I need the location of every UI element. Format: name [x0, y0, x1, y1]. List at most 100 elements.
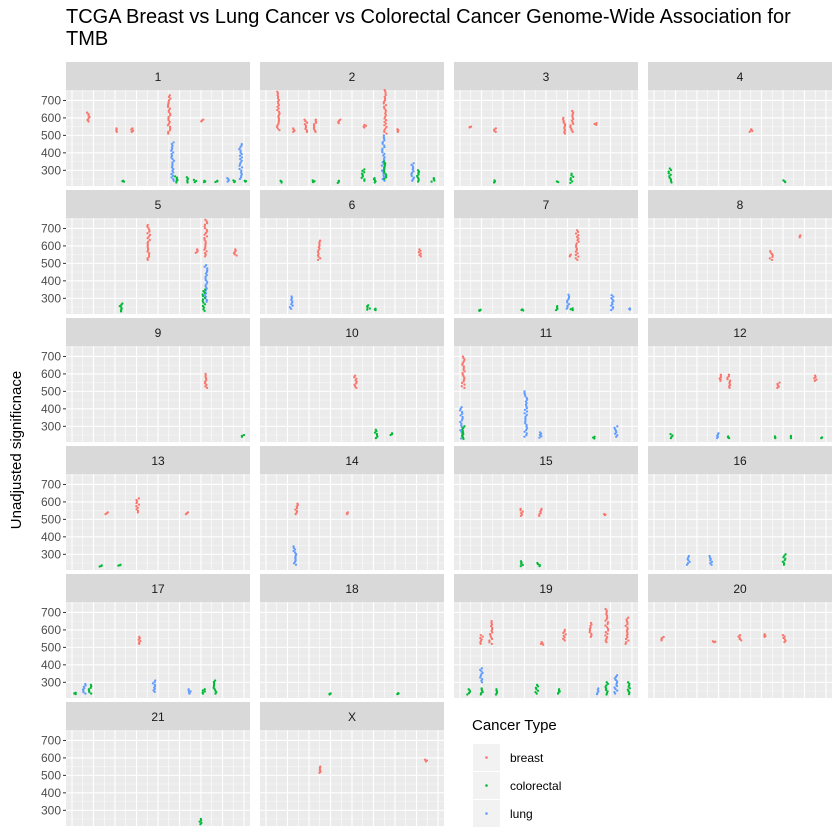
- data-point-breast: [383, 124, 386, 127]
- data-point-colorectal: [368, 307, 372, 310]
- data-point-lung: [628, 307, 631, 310]
- y-tick-label: 300: [41, 419, 61, 433]
- data-point-breast: [384, 92, 387, 95]
- data-point-breast: [625, 619, 628, 623]
- data-point-lung: [459, 420, 462, 424]
- y-tick-label: 500: [41, 256, 61, 270]
- data-point-colorectal: [366, 308, 369, 311]
- data-point-colorectal: [232, 179, 235, 182]
- data-point-breast: [624, 624, 627, 628]
- y-tick-label: 500: [41, 768, 61, 782]
- data-point-breast: [363, 123, 366, 127]
- data-point-lung: [523, 408, 527, 412]
- data-point-colorectal: [781, 560, 784, 563]
- y-tick-label: 500: [41, 512, 61, 526]
- data-point-colorectal: [120, 306, 123, 309]
- data-point-breast: [276, 108, 279, 112]
- facet-strip: [454, 318, 638, 346]
- data-point-breast: [168, 125, 172, 129]
- data-point-lung: [170, 172, 173, 176]
- data-point-breast: [203, 236, 206, 240]
- data-point-breast: [138, 635, 141, 639]
- y-tick-label: 300: [41, 163, 61, 177]
- data-point-lung: [459, 429, 462, 432]
- y-tick-label: 400: [41, 146, 61, 160]
- data-point-lung: [240, 142, 243, 146]
- data-point-breast: [563, 628, 566, 632]
- data-point-breast: [166, 105, 170, 109]
- data-point-lung: [613, 677, 616, 680]
- data-point-breast: [204, 241, 207, 245]
- data-point-breast: [205, 386, 209, 390]
- data-point-colorectal: [374, 307, 377, 310]
- data-point-colorectal: [479, 692, 483, 695]
- data-point-breast: [571, 109, 574, 113]
- data-point-breast: [384, 119, 388, 122]
- data-point-lung: [171, 164, 174, 167]
- data-point-lung: [226, 176, 229, 180]
- data-point-breast: [627, 616, 630, 619]
- data-point-breast: [135, 498, 138, 502]
- data-point-colorectal: [782, 179, 785, 182]
- facet-strip-label: 19: [539, 582, 553, 596]
- data-point-lung: [610, 301, 614, 304]
- data-point-lung: [687, 554, 691, 558]
- data-point-lung: [412, 176, 416, 179]
- facet-strip-label: X: [348, 710, 356, 724]
- data-point-breast: [460, 385, 463, 388]
- data-point-lung: [708, 554, 711, 558]
- data-point-breast: [460, 381, 464, 385]
- data-point-breast: [146, 237, 149, 240]
- data-point-lung: [525, 398, 529, 401]
- data-point-breast: [714, 640, 717, 643]
- data-point-breast: [318, 239, 322, 242]
- data-point-breast: [463, 383, 466, 386]
- data-point-lung: [206, 280, 209, 283]
- facet-strip-label: 5: [155, 198, 162, 212]
- data-point-lung: [524, 420, 527, 423]
- data-point-colorectal: [432, 176, 435, 180]
- data-point-breast: [577, 234, 580, 237]
- data-point-colorectal: [557, 688, 561, 691]
- data-point-breast: [423, 758, 427, 761]
- data-point-breast: [799, 234, 802, 237]
- data-point-breast: [481, 635, 484, 638]
- data-point-lung: [567, 293, 570, 296]
- data-point-breast: [385, 132, 388, 135]
- data-point-lung: [611, 306, 615, 309]
- data-point-breast: [626, 623, 629, 626]
- data-point-lung: [240, 159, 243, 162]
- facet-strip-label: 14: [345, 454, 359, 468]
- facet-strip: [260, 62, 444, 90]
- data-point-colorectal: [199, 817, 203, 821]
- data-point-breast: [604, 631, 608, 634]
- data-point-lung: [380, 169, 384, 172]
- data-point-lung: [382, 135, 386, 139]
- data-point-lung: [480, 670, 483, 673]
- data-point-colorectal: [463, 425, 466, 428]
- data-point-breast: [488, 641, 491, 644]
- data-point-lung: [240, 152, 243, 156]
- data-point-breast: [203, 233, 206, 236]
- data-point-lung: [461, 415, 464, 419]
- data-point-lung: [153, 683, 157, 686]
- data-point-lung: [524, 400, 528, 403]
- data-point-breast: [605, 609, 608, 612]
- data-point-breast: [462, 365, 466, 368]
- data-point-breast: [384, 122, 387, 125]
- data-point-breast: [136, 506, 139, 509]
- data-point-breast: [605, 636, 609, 639]
- data-point-colorectal: [121, 179, 125, 182]
- facet-strip-label: 6: [349, 198, 356, 212]
- data-point-breast: [305, 129, 309, 132]
- data-point-breast: [136, 509, 140, 512]
- data-point-breast: [469, 125, 473, 128]
- data-point-lung: [411, 165, 415, 168]
- data-point-lung: [616, 425, 619, 428]
- data-point-breast: [234, 248, 237, 251]
- data-point-breast: [521, 510, 524, 513]
- data-point-colorectal: [279, 179, 282, 182]
- data-point-lung: [206, 268, 209, 272]
- data-point-breast: [590, 632, 593, 635]
- data-point-breast: [462, 366, 465, 370]
